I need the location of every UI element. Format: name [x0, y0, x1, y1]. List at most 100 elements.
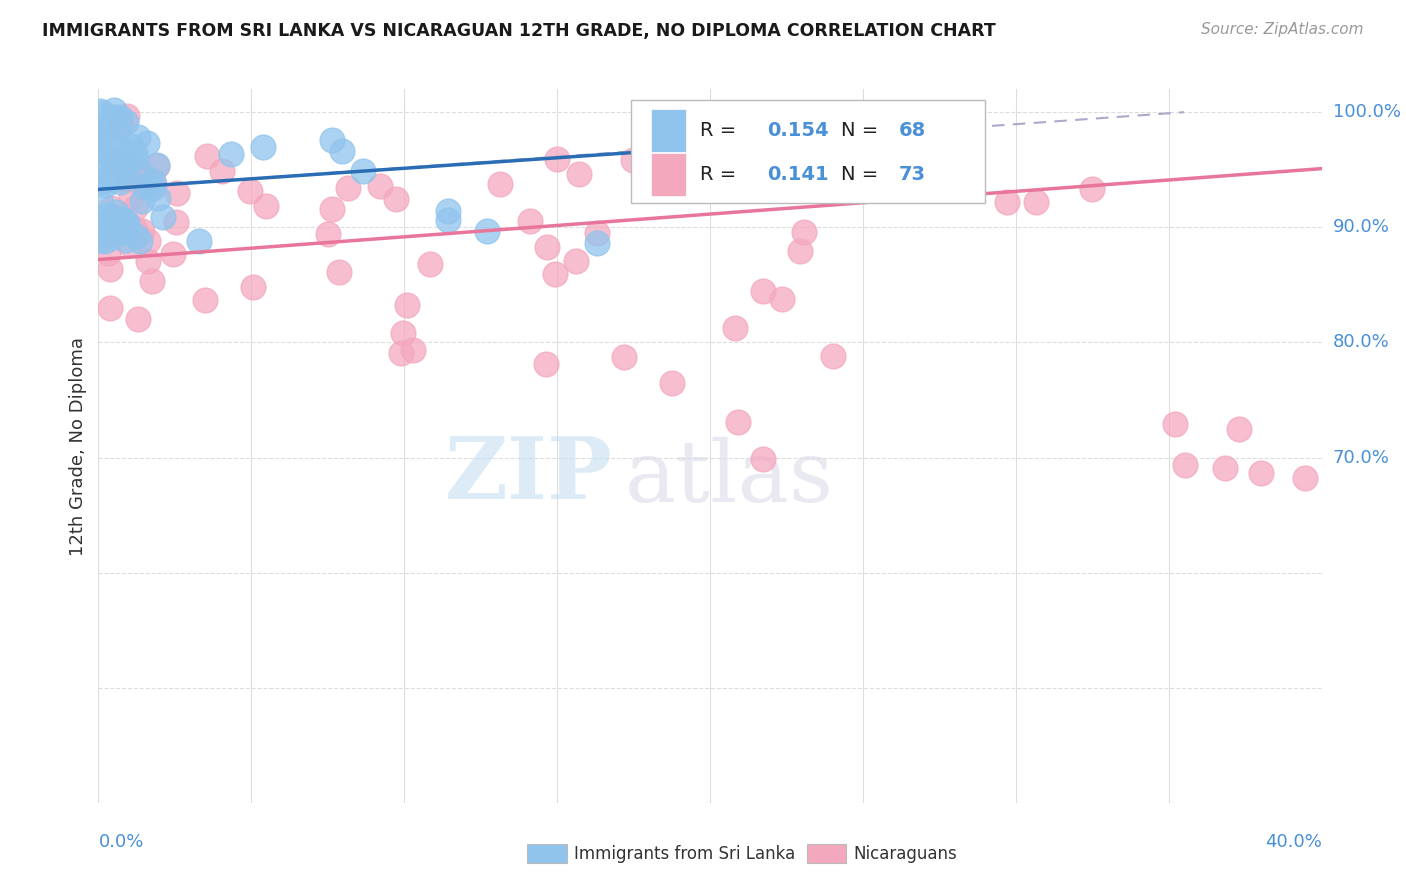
Point: [1081, 181, 1104, 195]
Point: [336, 180, 359, 194]
Text: N =: N =: [841, 165, 884, 185]
Text: 68: 68: [898, 121, 925, 140]
Point: [436, 213, 458, 227]
Point: [135, 136, 157, 151]
Point: [108, 157, 131, 171]
Point: [254, 199, 277, 213]
Point: [89, 233, 111, 247]
Point: [114, 233, 136, 247]
Point: [124, 167, 146, 181]
Point: [98, 161, 121, 175]
Point: [789, 244, 811, 258]
Point: [194, 293, 217, 307]
Point: [100, 301, 122, 315]
Text: R =: R =: [700, 165, 742, 185]
Point: [586, 235, 609, 250]
Point: [127, 130, 149, 145]
Point: [103, 210, 125, 224]
Point: [391, 326, 413, 341]
Text: R =: R =: [700, 121, 742, 140]
Text: 73: 73: [898, 165, 925, 185]
Y-axis label: 12th Grade, No Diploma: 12th Grade, No Diploma: [69, 336, 87, 556]
Text: 40.0%: 40.0%: [1265, 833, 1322, 851]
Point: [1164, 417, 1187, 431]
Point: [162, 246, 184, 260]
Point: [752, 284, 775, 298]
Point: [124, 201, 146, 215]
Point: [316, 227, 339, 242]
Point: [131, 224, 153, 238]
Point: [211, 164, 233, 178]
Point: [727, 416, 749, 430]
Point: [1025, 194, 1047, 209]
Point: [146, 158, 169, 172]
Text: 100.0%: 100.0%: [1333, 103, 1400, 121]
Point: [242, 280, 264, 294]
Point: [142, 173, 165, 187]
Text: 0.154: 0.154: [768, 121, 830, 140]
Point: [1294, 471, 1316, 485]
Point: [395, 298, 418, 312]
Point: [96, 120, 118, 135]
Point: [136, 253, 159, 268]
Point: [321, 133, 343, 147]
Point: [104, 205, 127, 219]
Text: ZIP: ZIP: [444, 433, 612, 516]
Point: [488, 178, 510, 192]
Point: [252, 140, 274, 154]
Point: [97, 245, 120, 260]
Text: Nicaraguans: Nicaraguans: [853, 845, 957, 863]
Text: N =: N =: [841, 121, 884, 140]
Point: [166, 186, 188, 201]
Point: [321, 202, 343, 216]
Point: [110, 120, 132, 134]
Point: [90, 196, 112, 211]
Point: [419, 257, 441, 271]
Text: 80.0%: 80.0%: [1333, 334, 1389, 351]
Point: [613, 350, 636, 364]
Text: Source: ZipAtlas.com: Source: ZipAtlas.com: [1201, 22, 1364, 37]
Point: [384, 192, 406, 206]
Point: [1174, 458, 1197, 472]
Point: [661, 376, 683, 391]
Point: [143, 178, 166, 192]
Point: [112, 215, 135, 229]
Point: [98, 150, 121, 164]
FancyBboxPatch shape: [630, 100, 986, 203]
Point: [89, 103, 111, 118]
Point: [101, 230, 124, 244]
Point: [125, 228, 148, 243]
Point: [195, 149, 218, 163]
Point: [127, 312, 149, 326]
Point: [995, 194, 1018, 209]
Point: [565, 254, 588, 268]
Point: [129, 165, 152, 179]
Text: 0.0%: 0.0%: [98, 833, 143, 851]
Point: [330, 144, 353, 158]
Text: 70.0%: 70.0%: [1333, 449, 1389, 467]
Point: [115, 109, 138, 123]
Point: [519, 214, 541, 228]
Point: [352, 163, 374, 178]
FancyBboxPatch shape: [651, 109, 686, 152]
Point: [110, 163, 132, 178]
Point: [544, 267, 567, 281]
Point: [437, 204, 460, 219]
Point: [94, 235, 117, 249]
Point: [90, 139, 112, 153]
Point: [111, 225, 134, 239]
Point: [108, 175, 131, 189]
Point: [118, 148, 141, 162]
Point: [101, 173, 124, 187]
Point: [141, 274, 163, 288]
Point: [770, 293, 793, 307]
Point: [145, 159, 167, 173]
Point: [146, 191, 169, 205]
Point: [724, 321, 747, 335]
Point: [103, 112, 125, 126]
Point: [118, 172, 141, 186]
Point: [124, 151, 146, 165]
Point: [108, 110, 131, 124]
Point: [96, 209, 118, 223]
Point: [370, 178, 392, 193]
